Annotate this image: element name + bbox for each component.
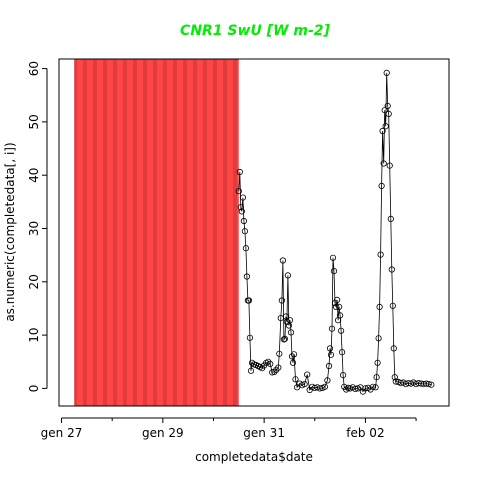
data-point — [373, 374, 380, 381]
data-point — [377, 251, 384, 258]
y-tick-label: 20 — [27, 274, 41, 289]
data-point — [321, 383, 328, 390]
data-point — [338, 349, 346, 356]
axes: 0 10 20 30 40 50 60 gen 27 gen 29 gen 31 feb 02 — [27, 61, 417, 440]
data-point — [247, 367, 255, 374]
data-point — [428, 381, 435, 388]
y-axis-label: as.numeric(completedata[, i]) — [3, 142, 17, 321]
data-point — [304, 371, 311, 378]
data-point — [276, 350, 283, 357]
data-point — [336, 312, 344, 319]
data-point — [273, 366, 280, 373]
data-point — [283, 318, 290, 325]
data-point — [301, 380, 308, 388]
data-point — [381, 107, 388, 114]
data-point — [337, 327, 345, 334]
data-point — [235, 188, 242, 195]
data-point — [267, 360, 274, 367]
x-tick-label: feb 02 — [346, 426, 384, 440]
data-point — [383, 69, 390, 77]
y-tick-label: 60 — [27, 61, 41, 76]
data-point — [292, 376, 299, 383]
data-point — [278, 297, 285, 304]
data-point — [289, 359, 297, 366]
y-tick-label: 50 — [27, 114, 41, 129]
y-tick-label: 10 — [27, 327, 41, 342]
data-point — [329, 254, 337, 261]
x-tick-label: gen 29 — [142, 426, 184, 440]
data-point — [241, 228, 248, 235]
data-point — [239, 194, 246, 201]
x-axis-label: completedata$date — [195, 450, 313, 464]
data-point — [265, 358, 272, 365]
y-tick-label: 0 — [27, 385, 41, 393]
data-point — [335, 303, 343, 310]
data-point — [331, 299, 339, 307]
data-point — [343, 386, 350, 393]
data-point — [425, 380, 432, 388]
data-point — [240, 217, 247, 225]
data-point — [281, 335, 288, 342]
data-point — [288, 353, 296, 360]
data-point — [378, 182, 385, 189]
data-point — [237, 204, 244, 211]
data-point — [324, 377, 331, 384]
data-point — [384, 102, 391, 110]
data-point — [333, 296, 341, 303]
plot-frame — [58, 58, 450, 407]
data-point — [372, 384, 379, 391]
data-point — [387, 215, 394, 222]
data-point — [375, 335, 382, 342]
data-point — [332, 303, 340, 310]
data-point — [275, 364, 282, 371]
data-point — [376, 303, 383, 310]
x-tick-label: gen 27 — [41, 426, 83, 440]
data-point — [236, 168, 243, 176]
series-line — [238, 72, 432, 393]
data-point — [325, 362, 333, 370]
data-point — [386, 162, 393, 169]
data-point — [238, 208, 245, 215]
data-point — [242, 245, 249, 252]
data-point — [328, 325, 336, 332]
data-point — [380, 160, 387, 167]
data-point — [391, 374, 398, 381]
y-tick-label: 40 — [27, 168, 41, 183]
data-point — [389, 302, 396, 309]
data-point — [290, 351, 298, 358]
data-point — [326, 345, 334, 352]
data-point — [382, 123, 389, 130]
data-point — [271, 368, 278, 375]
data-point — [284, 272, 291, 279]
data-point — [327, 351, 335, 358]
data-point — [243, 273, 250, 280]
chart-title: CNR1 SwU [W m-2] — [180, 23, 331, 39]
data-point — [379, 127, 386, 135]
data-point — [339, 371, 347, 379]
data-point — [369, 383, 377, 390]
data-point — [385, 110, 392, 118]
data-point — [388, 266, 395, 273]
y-tick-label: 30 — [27, 221, 41, 236]
data-point — [390, 345, 397, 352]
data-point — [286, 317, 294, 324]
shaded-region — [74, 59, 239, 406]
data-point — [330, 267, 338, 275]
data-point — [246, 334, 253, 341]
data-point — [287, 329, 295, 336]
data-point — [245, 297, 252, 304]
data-layer — [235, 69, 435, 395]
x-tick-label: gen 31 — [243, 426, 285, 440]
data-point — [280, 336, 287, 343]
data-point — [374, 359, 381, 366]
data-point — [279, 257, 286, 264]
